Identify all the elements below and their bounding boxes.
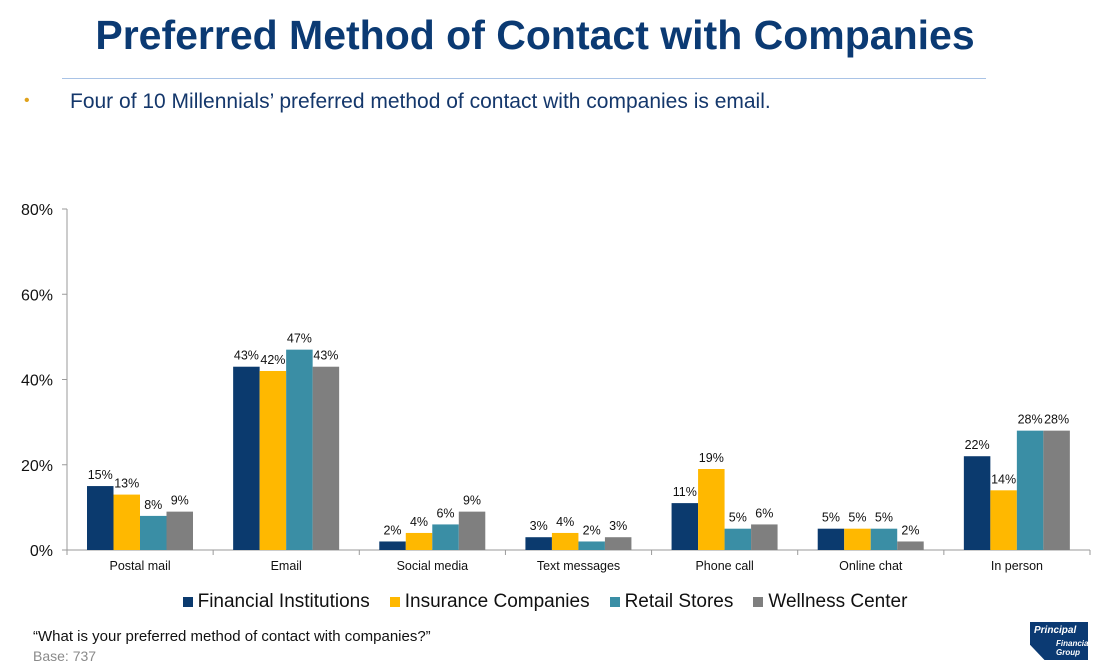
legend-swatch	[753, 597, 764, 607]
data-label: 13%	[114, 477, 139, 491]
page-title: Preferred Method of Contact with Compani…	[95, 12, 975, 58]
data-label: 28%	[1044, 413, 1069, 427]
x-tick-label: Online chat	[839, 559, 903, 573]
logo-text-financial-group: Financial Group	[1056, 639, 1091, 657]
bar	[990, 490, 1017, 550]
data-label: 5%	[848, 511, 866, 525]
data-label: 9%	[463, 494, 481, 508]
legend-swatch	[182, 597, 193, 607]
data-label: 2%	[383, 523, 401, 537]
data-label: 28%	[1018, 413, 1043, 427]
data-label: 4%	[410, 515, 428, 529]
data-label: 6%	[755, 506, 773, 520]
y-tick-label: 40%	[21, 373, 53, 390]
bar	[405, 532, 433, 550]
x-tick-label: In person	[991, 559, 1043, 573]
bar	[233, 366, 260, 550]
x-tick-label: Email	[271, 559, 302, 573]
legend-label: Retail Stores	[624, 591, 734, 612]
bar	[140, 515, 167, 550]
legend-label: Financial Institutions	[197, 591, 370, 612]
x-tick-label: Text messages	[537, 559, 620, 573]
y-tick-label: 60%	[21, 287, 53, 304]
bar	[551, 532, 579, 550]
logo-background	[1030, 622, 1088, 660]
data-label: 2%	[901, 523, 919, 537]
bar	[312, 366, 340, 550]
bar	[259, 370, 287, 550]
y-tick-label: 20%	[21, 458, 53, 475]
data-label: 2%	[583, 523, 601, 537]
logo-text-principal: Principal	[1034, 625, 1077, 636]
bar	[578, 541, 605, 550]
data-label: 19%	[699, 451, 724, 465]
chart-legend: Financial Institutions Insurance Companie…	[0, 591, 1090, 613]
legend-swatch	[389, 597, 400, 607]
bar	[286, 349, 313, 550]
bar-chart: 0% 20% 40% 60% 80% Postal mail Email Social med…	[21, 202, 1091, 573]
data-label: 14%	[991, 472, 1016, 486]
bar	[1043, 430, 1070, 550]
x-tick-label: Phone call	[695, 559, 753, 573]
legend-item: Financial Institutions	[182, 591, 370, 613]
bar	[870, 528, 898, 550]
data-label: 3%	[609, 519, 627, 533]
bar	[844, 528, 871, 550]
data-label: 22%	[965, 438, 990, 452]
data-label: 3%	[530, 519, 548, 533]
legend-item: Wellness Center	[753, 591, 907, 613]
bar	[525, 537, 552, 550]
legend-item: Insurance Companies	[389, 591, 590, 613]
y-tick-label: 0%	[30, 543, 53, 560]
legend-label: Insurance Companies	[404, 591, 590, 612]
bar	[963, 456, 991, 550]
data-label: 6%	[436, 506, 454, 520]
bullet-text: Four of 10 Millennials’ preferred method…	[70, 90, 771, 113]
y-tick-label: 80%	[21, 202, 53, 219]
data-label: 42%	[260, 353, 285, 367]
company-logo: Principal Financial Group	[1030, 622, 1091, 660]
data-label: 43%	[313, 349, 338, 363]
bar	[604, 537, 632, 550]
legend-label: Wellness Center	[768, 591, 908, 612]
bar	[166, 511, 193, 550]
bar	[379, 541, 406, 550]
bar	[113, 494, 140, 550]
data-label: 5%	[822, 511, 840, 525]
bar	[897, 541, 924, 550]
x-tick-label: Postal mail	[110, 559, 171, 573]
data-label: 5%	[729, 511, 747, 525]
title-divider	[62, 78, 986, 79]
bar	[724, 528, 752, 550]
bar	[751, 524, 778, 550]
data-label: 15%	[88, 468, 113, 482]
data-label: 43%	[234, 349, 259, 363]
bar	[458, 511, 486, 550]
bar	[698, 469, 725, 550]
legend-item: Retail Stores	[609, 591, 734, 613]
x-tick-label: Social media	[397, 559, 469, 573]
data-label: 5%	[875, 511, 893, 525]
bar	[87, 486, 114, 550]
sample-base: Base: 737	[33, 648, 97, 664]
bar	[432, 524, 459, 550]
bullet-dot-icon: •	[24, 92, 30, 109]
bar	[1016, 430, 1044, 550]
bullet-point: • Four of 10 Millennials’ preferred metho…	[24, 90, 771, 114]
data-label: 47%	[287, 332, 312, 346]
bar	[671, 503, 699, 550]
survey-question: “What is your preferred method of contac…	[33, 628, 431, 645]
data-label: 9%	[171, 494, 189, 508]
data-label: 4%	[556, 515, 574, 529]
legend-swatch	[609, 597, 620, 607]
bar	[817, 528, 845, 550]
data-label: 11%	[673, 485, 697, 499]
data-label: 8%	[144, 498, 162, 512]
